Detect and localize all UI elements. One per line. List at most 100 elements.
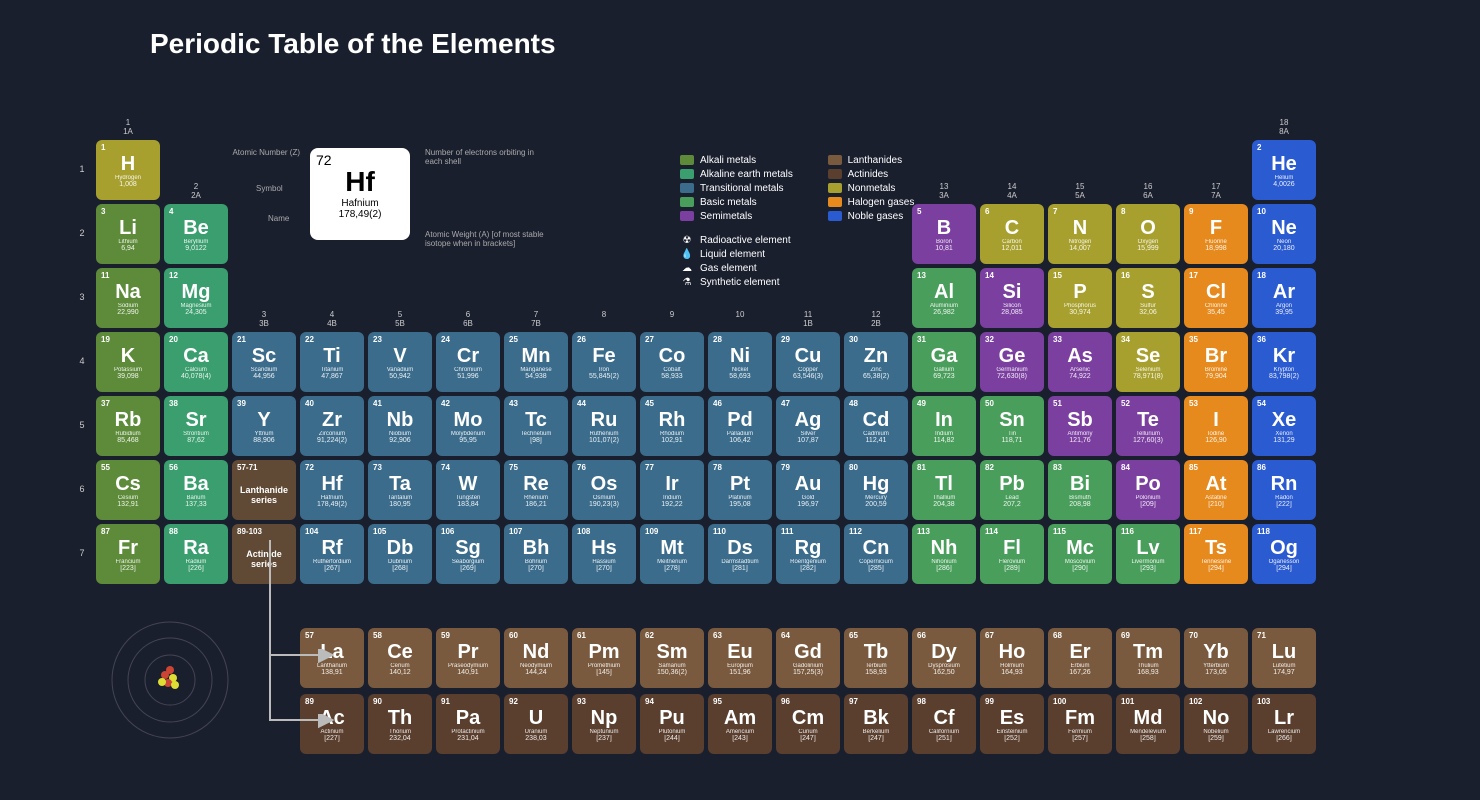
atomic-weight: 85,468 — [101, 437, 155, 444]
element-cell: 82PbLead207,2 — [980, 460, 1044, 520]
element-cell: 34SeSelenium78,971(8) — [1116, 332, 1180, 392]
element-symbol: Ti — [305, 346, 359, 366]
atomic-number: 109 — [645, 527, 699, 536]
element-cell: 71LuLutetium174,97 — [1252, 628, 1316, 688]
atomic-number: 60 — [509, 631, 563, 640]
atomic-number: 2 — [1257, 143, 1311, 152]
atomic-weight: 126,90 — [1189, 437, 1243, 444]
legend-label: Basic metals — [700, 197, 757, 208]
atomic-weight: [98] — [509, 437, 563, 444]
category-legend: Alkali metalsAlkaline earth metalsTransi… — [680, 155, 946, 225]
element-cell: 78PtPlatinum195,08 — [708, 460, 772, 520]
element-symbol: No — [1189, 708, 1243, 728]
element-cell: 116LvLivermorium[293] — [1116, 524, 1180, 584]
element-cell: 117TsTennessine[294] — [1184, 524, 1248, 584]
atomic-weight: 192,22 — [645, 501, 699, 508]
element-cell: 110DsDarmstadtium[281] — [708, 524, 772, 584]
atomic-number: 27 — [645, 335, 699, 344]
atomic-number: 68 — [1053, 631, 1107, 640]
legend-swatch-icon — [680, 211, 694, 221]
state-label: Gas element — [700, 263, 757, 274]
atomic-number: 25 — [509, 335, 563, 344]
atomic-weight: 39,95 — [1257, 309, 1311, 316]
atomic-number: 114 — [985, 527, 1039, 536]
atomic-weight: 232,04 — [373, 735, 427, 742]
group-header: 55B — [368, 310, 432, 328]
atomic-number: 59 — [441, 631, 495, 640]
key-label-weight: Atomic Weight (A) [of most stable isotop… — [425, 230, 565, 248]
key-name: Hafnium — [316, 198, 404, 209]
state-label: Radioactive element — [700, 235, 791, 246]
atomic-weight: 92,906 — [373, 437, 427, 444]
atomic-weight: 140,12 — [373, 669, 427, 676]
element-cell: 115McMoscovium[290] — [1048, 524, 1112, 584]
atomic-weight: 83,798(2) — [1257, 373, 1311, 380]
atomic-number: 106 — [441, 527, 495, 536]
element-symbol: S — [1121, 282, 1175, 302]
atomic-number: 38 — [169, 399, 223, 408]
element-symbol: Os — [577, 474, 631, 494]
element-cell: 25MnManganese54,938 — [504, 332, 568, 392]
element-symbol: Sm — [645, 642, 699, 662]
element-cell: 111RgRoentgenium[282] — [776, 524, 840, 584]
atomic-weight: 79,904 — [1189, 373, 1243, 380]
element-cell: 9FFluorine18,998 — [1184, 204, 1248, 264]
element-symbol: Cr — [441, 346, 495, 366]
atomic-weight: 55,845(2) — [577, 373, 631, 380]
element-cell: 87FrFrancium[223] — [96, 524, 160, 584]
atomic-number: 55 — [101, 463, 155, 472]
element-symbol: Th — [373, 708, 427, 728]
element-symbol: In — [917, 410, 971, 430]
state-legend-item: ☢Radioactive element — [680, 235, 791, 246]
atomic-number: 92 — [509, 697, 563, 706]
element-cell: 113NhNihonium[286] — [912, 524, 976, 584]
element-symbol: Al — [917, 282, 971, 302]
element-symbol: Mt — [645, 538, 699, 558]
element-cell: 55CsCesium132,91 — [96, 460, 160, 520]
atomic-weight: 28,085 — [985, 309, 1039, 316]
atomic-weight: 24,305 — [169, 309, 223, 316]
atomic-weight: 106,42 — [713, 437, 767, 444]
atomic-weight: 91,224(2) — [305, 437, 359, 444]
atomic-number: 35 — [1189, 335, 1243, 344]
key-symbol: Hf — [316, 168, 404, 196]
atomic-number: 66 — [917, 631, 971, 640]
atomic-number: 7 — [1053, 207, 1107, 216]
state-legend: ☢Radioactive element💧Liquid element☁Gas … — [680, 235, 791, 291]
element-symbol: Cu — [781, 346, 835, 366]
element-symbol: Rn — [1257, 474, 1311, 494]
atomic-weight: [237] — [577, 735, 631, 742]
legend-label: Alkaline earth metals — [700, 169, 793, 180]
element-symbol: Zr — [305, 410, 359, 430]
atomic-number: 79 — [781, 463, 835, 472]
element-cell: 76OsOsmium190,23(3) — [572, 460, 636, 520]
atomic-weight: [286] — [917, 565, 971, 572]
element-cell: 15PPhosphorus30,974 — [1048, 268, 1112, 328]
element-cell: 40ZrZirconium91,224(2) — [300, 396, 364, 456]
element-cell: 23VVanadium50,942 — [368, 332, 432, 392]
legend-item: Nonmetals — [828, 183, 915, 194]
element-symbol: N — [1053, 218, 1107, 238]
element-symbol: Ce — [373, 642, 427, 662]
atomic-weight: 12,011 — [985, 245, 1039, 252]
element-symbol: Ru — [577, 410, 631, 430]
element-cell: 33AsArsenic74,922 — [1048, 332, 1112, 392]
atomic-weight: 30,974 — [1053, 309, 1107, 316]
atomic-weight: 231,04 — [441, 735, 495, 742]
atomic-number: 95 — [713, 697, 767, 706]
element-cell: 90ThThorium232,04 — [368, 694, 432, 754]
atomic-weight: [210] — [1189, 501, 1243, 508]
legend-item: Semimetals — [680, 211, 793, 222]
atomic-weight: 39,098 — [101, 373, 155, 380]
atomic-number: 1 — [101, 143, 155, 152]
atomic-number: 19 — [101, 335, 155, 344]
element-symbol: Ge — [985, 346, 1039, 366]
element-cell: 30ZnZinc65,38(2) — [844, 332, 908, 392]
atomic-weight: [223] — [101, 565, 155, 572]
series-connector-icon — [260, 540, 340, 760]
atomic-number: 54 — [1257, 399, 1311, 408]
element-cell: 12MgMagnesium24,305 — [164, 268, 228, 328]
atomic-number: 5 — [917, 207, 971, 216]
atomic-weight: 58,933 — [645, 373, 699, 380]
period-header: 5 — [72, 420, 92, 430]
